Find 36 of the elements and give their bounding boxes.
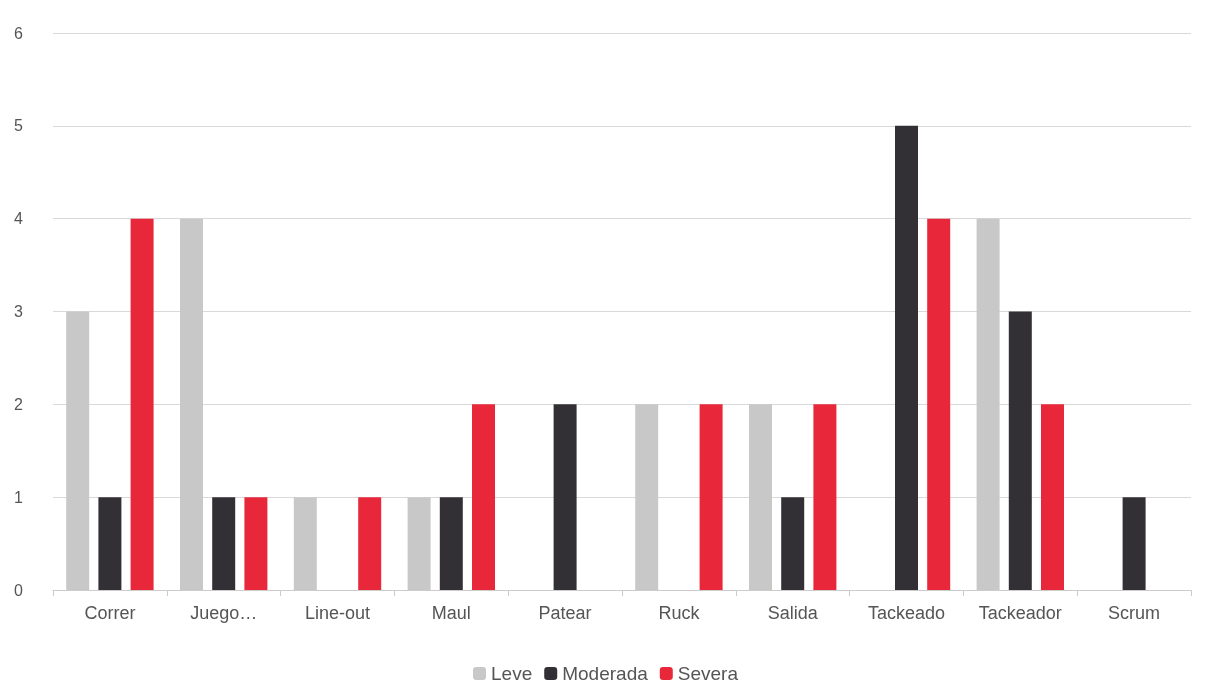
bar [927,218,951,590]
bar [553,404,577,590]
bar [781,497,805,590]
bar [212,497,236,590]
x-tick-label: Line-out [304,603,371,623]
x-tick-label: Tackeador [978,603,1062,623]
bar [1008,311,1032,590]
x-tick-label: Tackeado [867,603,946,623]
y-tick-label: 5 [14,117,24,135]
bar [895,125,918,590]
bar [699,404,723,590]
legend-label: Leve [491,663,533,684]
bar [439,497,463,590]
bar [130,218,154,590]
y-tick-label: 4 [14,210,24,228]
y-tick-label: 2 [14,395,24,413]
bar [358,497,382,590]
bar [1041,404,1064,590]
x-tick-label: Correr [84,603,136,623]
x-tick-label: Ruck [658,603,701,623]
x-tick-label: Scrum [1108,603,1161,623]
y-tick-label: 3 [14,303,24,320]
bar [244,497,268,590]
y-tick-label: 0 [14,581,24,599]
y-tick-label: 1 [14,488,24,506]
legend-label: Severa [677,663,739,684]
x-tick-label: Juego… [190,603,258,623]
bar [98,497,122,590]
bar [472,404,495,590]
x-tick-label: Salida [767,603,819,623]
x-tick-label: Maul [431,603,471,623]
legend-label: Moderada [562,663,649,684]
bar [1122,497,1146,590]
x-tick-label: Patear [538,603,592,623]
y-tick-label: 6 [14,24,24,42]
bar [813,404,837,590]
